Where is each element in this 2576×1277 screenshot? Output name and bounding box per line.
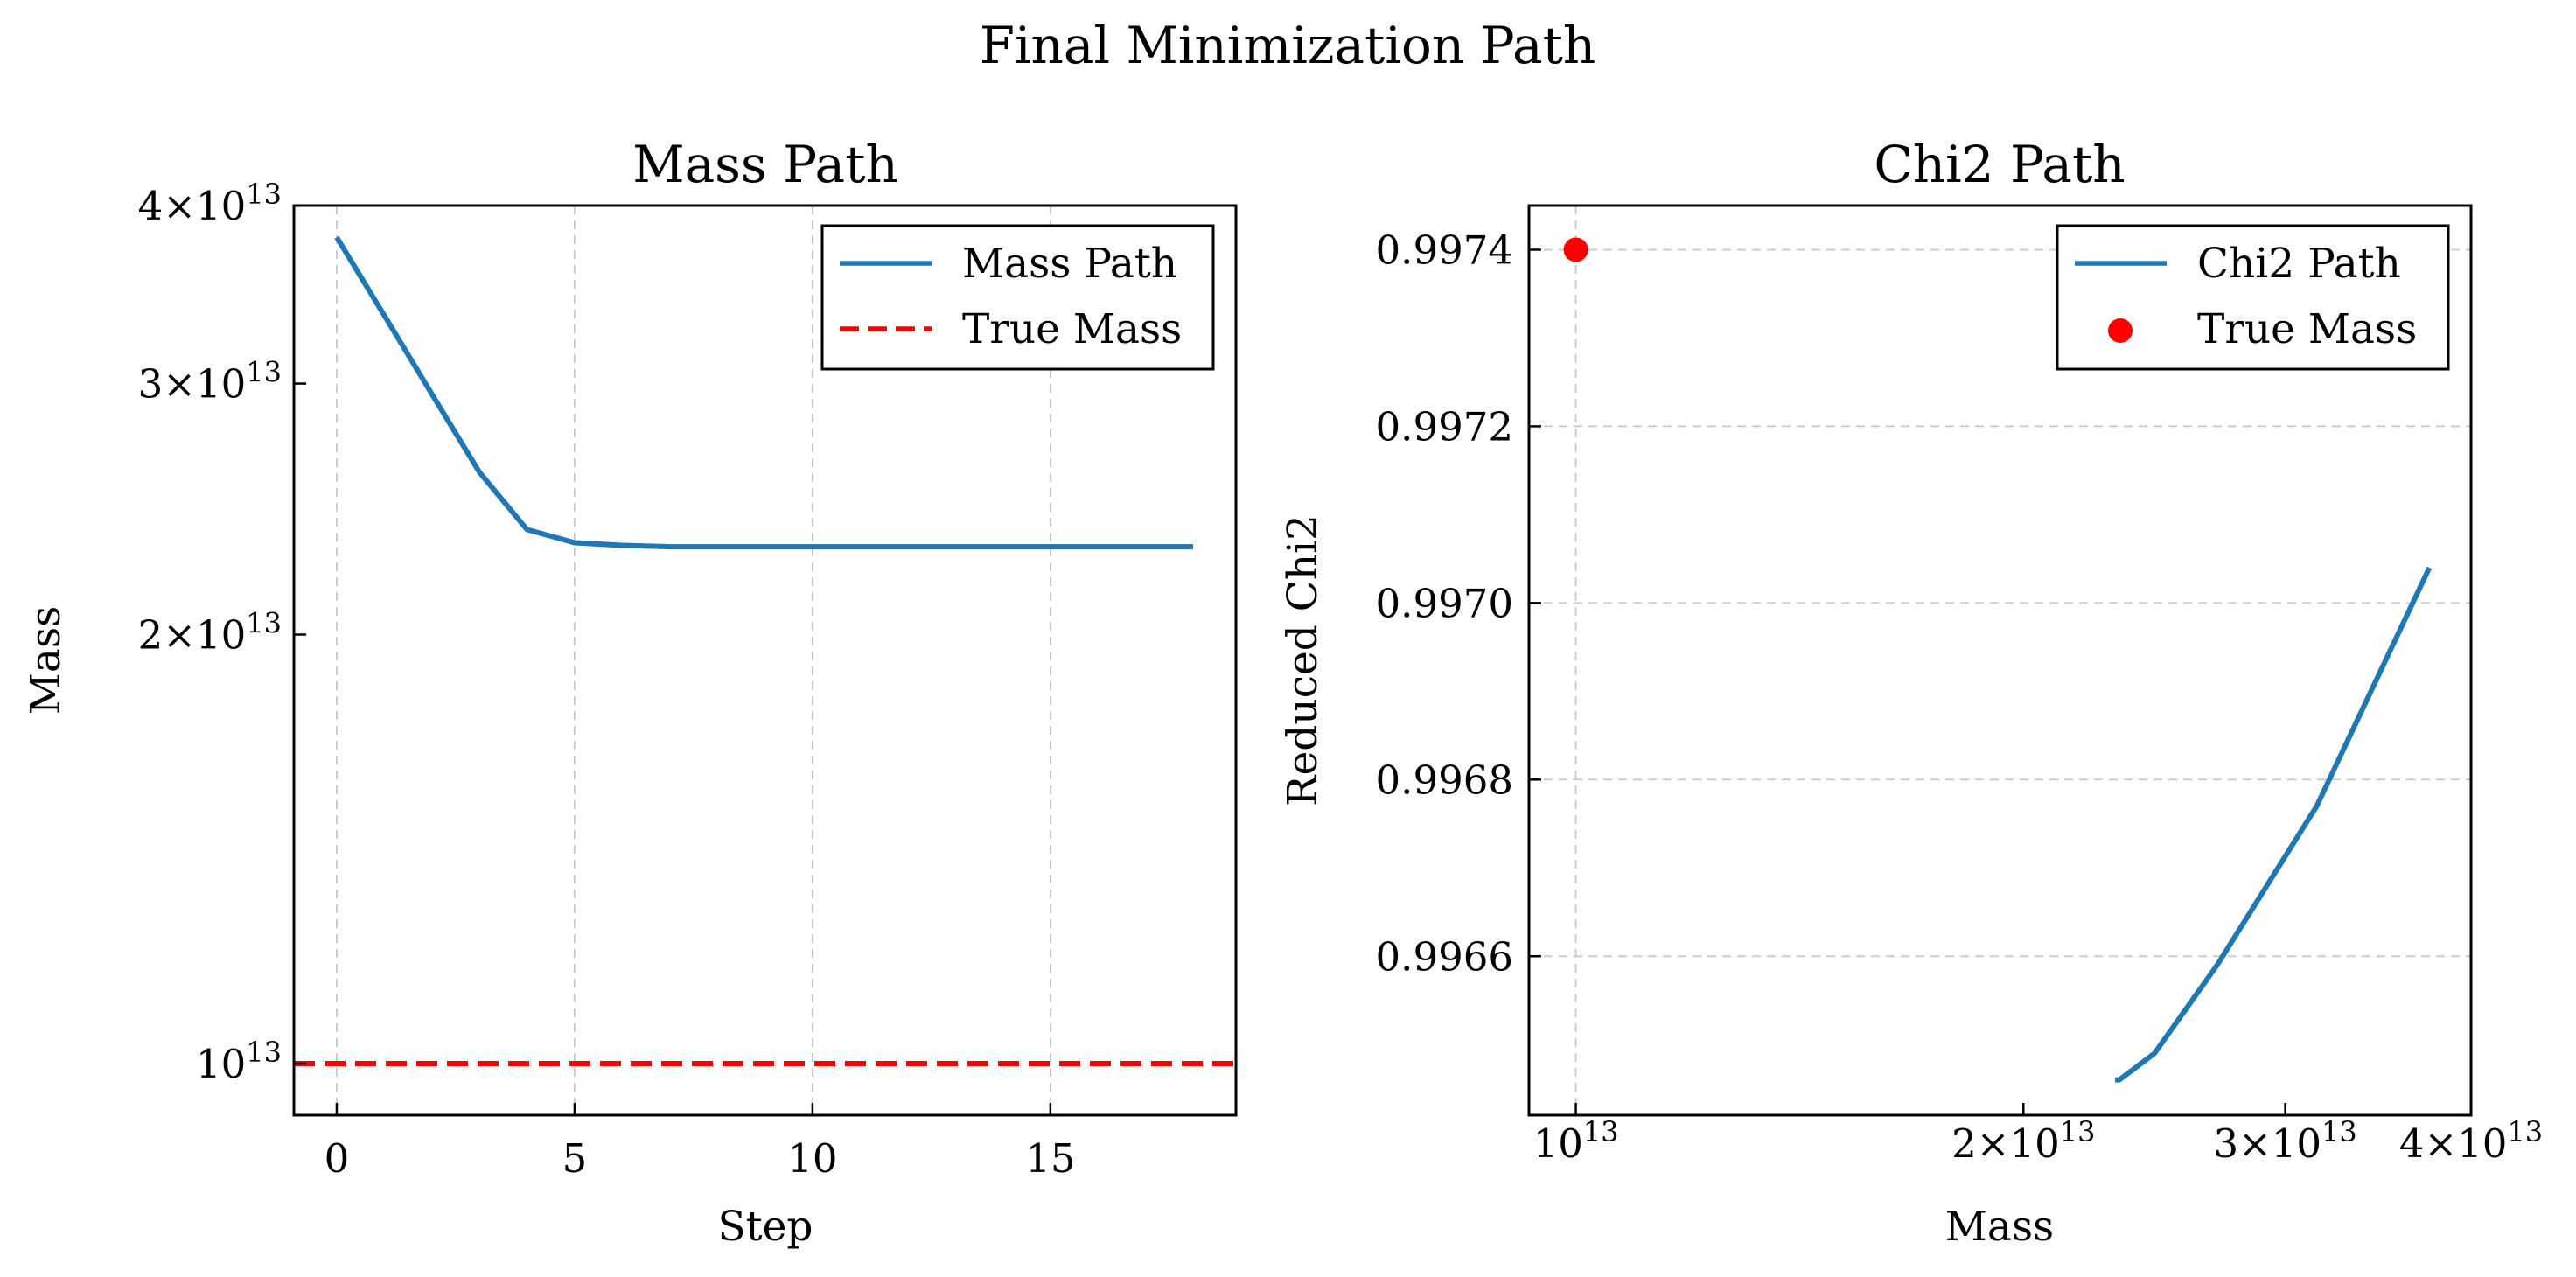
chi2-path-xtick-label-2-base: 3×10 <box>2213 1120 2321 1167</box>
mass-path-xtick-label-0: 0 <box>325 1135 350 1182</box>
chi2-path-xlabel: Mass <box>1945 1203 2054 1251</box>
mass-path-axes-frame <box>292 204 1238 1117</box>
legend-label-chi2-path: Chi2 Path <box>2197 240 2401 288</box>
chi2-path-xtick-label-2: 3×1013 <box>2213 1115 2356 1167</box>
mass-path-ytick-label-2-exp: 13 <box>246 356 282 389</box>
chi2-path-line <box>2115 566 2433 1083</box>
chi2-path-xtick-label-3-exp: 13 <box>2507 1115 2543 1148</box>
legend-label-true-mass: True Mass <box>962 305 1182 353</box>
chi2-path-ytick-label-0: 0.9966 <box>1376 933 1513 980</box>
mass-path-xtick-label-3: 15 <box>1025 1135 1075 1182</box>
mass-path-ytick-label-3-exp: 13 <box>246 178 282 211</box>
chi2-path-title: Chi2 Path <box>1874 135 2125 194</box>
mass-path-ytick-label-0-exp: 13 <box>246 1036 282 1069</box>
mass-path-ytick-label-0: 1013 <box>196 1036 282 1087</box>
chi2-path-xtick-label-0: 1013 <box>1533 1115 1619 1167</box>
chi2-path-xtick-label-3: 4×1013 <box>2399 1115 2543 1167</box>
true-mass-point <box>1563 237 1588 262</box>
chi2-path-plot-area <box>1563 237 2433 1083</box>
mass-path-title: Mass Path <box>632 135 898 194</box>
chi2-path-ytick-label-2: 0.9970 <box>1376 580 1513 626</box>
chi2-path-xtick-label-0-exp: 13 <box>1583 1115 1619 1148</box>
chi2-path-xtick-label-0-base: 10 <box>1533 1120 1583 1167</box>
mass-path-legend: Mass Path True Mass <box>820 224 1215 371</box>
mass-path-ytick-label-3: 4×1013 <box>138 178 282 229</box>
chi2-path-legend: Chi2 Path True Mass <box>2056 224 2450 371</box>
mass-path-legend-box <box>820 224 1215 371</box>
mass-path-ytick-label-1-exp: 13 <box>246 606 282 639</box>
mass-path-ytick-label-2: 3×1013 <box>138 356 282 408</box>
mass-path-ytick-label-0-base: 10 <box>196 1041 246 1087</box>
chi2-path-ytick-label-4: 0.9974 <box>1376 227 1513 273</box>
chi2-path-ylabel: Reduced Chi2 <box>1279 514 1327 806</box>
chi2-path-axes-frame <box>1527 204 2473 1117</box>
chi2-path-ytick-label-1: 0.9968 <box>1376 757 1513 803</box>
mass-path-ylabel: Mass <box>22 606 70 715</box>
chi2-path-panel: Chi2 Path 1013 2×1013 3×1013 4×10130.99660.… <box>1279 135 2543 1251</box>
legend-label-true-mass-2: True Mass <box>2197 305 2417 353</box>
mass-path-ytick-label-3-base: 4×10 <box>138 183 247 229</box>
mass-path-line <box>334 235 1193 550</box>
legend-swatch-true-mass-marker <box>2108 318 2133 343</box>
chi2-path-grid <box>1529 206 2471 1115</box>
mass-path-ytick-label-2-base: 3×10 <box>138 361 247 408</box>
chi2-path-xtick-label-1-base: 2×10 <box>1951 1120 2060 1167</box>
chi2-path-legend-box <box>2056 224 2450 371</box>
mass-path-ytick-label-1-base: 2×10 <box>138 611 247 658</box>
mass-path-xtick-label-1: 5 <box>562 1135 588 1182</box>
chi2-path-ticks: 1013 2×1013 3×1013 4×10130.99660.99680.9970… <box>1376 227 2544 1167</box>
figure-suptitle: Final Minimization Path <box>980 16 1595 75</box>
mass-path-ytick-label-1: 2×1013 <box>138 606 282 658</box>
chi2-path-xtick-label-3-base: 4×10 <box>2399 1120 2508 1167</box>
mass-path-xlabel: Step <box>718 1203 813 1251</box>
legend-label-mass-path: Mass Path <box>962 240 1177 288</box>
mass-path-xtick-label-2: 10 <box>787 1135 837 1182</box>
chi2-path-xtick-label-2-exp: 13 <box>2321 1115 2357 1148</box>
chi2-path-xtick-label-1-exp: 13 <box>2060 1115 2096 1148</box>
chi2-path-ytick-label-3: 0.9972 <box>1376 403 1513 450</box>
mass-path-plot-area <box>294 235 1236 1066</box>
chi2-path-xtick-label-1: 2×1013 <box>1951 1115 2095 1167</box>
